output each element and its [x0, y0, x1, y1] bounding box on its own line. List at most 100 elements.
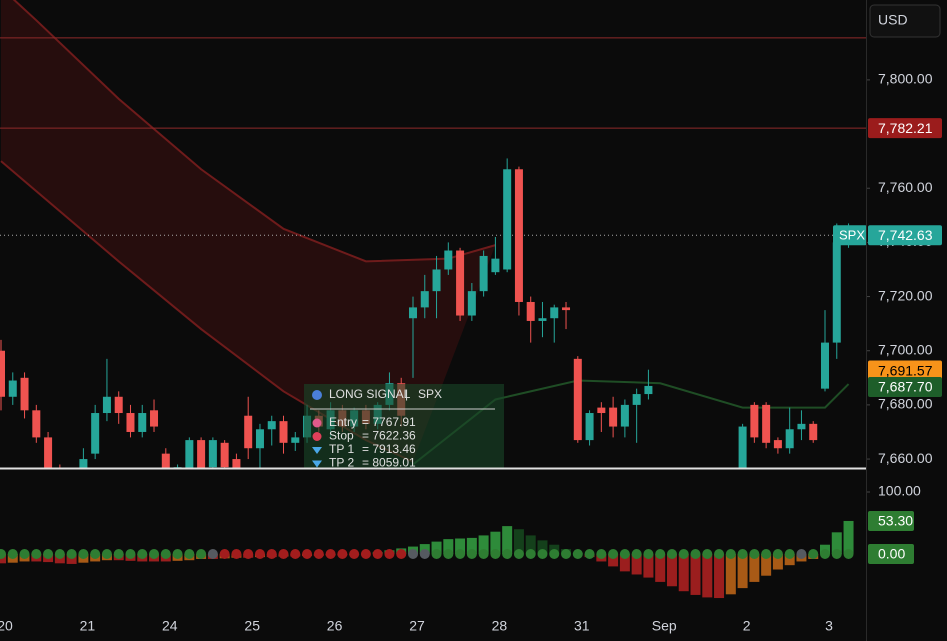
candle-body: [432, 269, 441, 292]
signal-dot: [266, 549, 277, 560]
row-label: TP 2: [329, 456, 354, 470]
histogram-bar: [513, 529, 524, 555]
histogram-bar: [455, 538, 466, 555]
histogram-bar: [443, 539, 454, 555]
candle-body: [150, 410, 159, 427]
signal-dot: [490, 549, 501, 560]
signal-dot: [455, 549, 466, 560]
candle-body: [467, 291, 476, 316]
signal-dot: [372, 549, 383, 560]
histogram-bar: [537, 540, 548, 555]
signal-dot: [43, 549, 54, 560]
ma-cloud: [1, 0, 496, 462]
candle-body: [797, 423, 806, 430]
currency-label[interactable]: USD: [878, 12, 908, 28]
histogram-bar: [761, 554, 772, 576]
signal-dot: [584, 549, 595, 560]
signal-dot: [78, 549, 89, 560]
candle-body: [821, 342, 829, 389]
indicator-label-box: [868, 377, 942, 398]
signal-dot: [19, 549, 30, 560]
signal-dot: [831, 549, 842, 560]
zero-value-label: 0.00: [878, 546, 905, 562]
row-label: Stop: [329, 429, 354, 443]
candle-body: [585, 413, 594, 441]
candle-body: [232, 459, 241, 468]
signal-dot: [678, 549, 689, 560]
signal-dot: [525, 549, 536, 560]
zero-value-box: [868, 544, 914, 565]
signal-dot: [184, 549, 195, 560]
histogram-bar: [478, 535, 489, 555]
candle-body: [609, 407, 618, 427]
histogram-bar: [843, 520, 854, 555]
candle-body: [208, 440, 217, 468]
histogram-bar: [608, 554, 619, 567]
signal-dot: [761, 549, 772, 560]
x-tick-label: 24: [162, 618, 178, 634]
signal-dot: [337, 549, 348, 560]
signal-dot: [502, 549, 513, 560]
row-value: = 8059.01: [362, 456, 416, 470]
signal-bg: [304, 384, 504, 468]
signal-dot: [313, 549, 324, 560]
signal-separator: |: [405, 387, 408, 401]
candle-body: [809, 423, 818, 441]
signal-dot: [408, 549, 418, 560]
signal-dot: [54, 549, 65, 560]
signal-dot: [66, 549, 77, 560]
signal-dot: [0, 549, 6, 560]
candle-body: [420, 291, 429, 308]
histogram-bar: [525, 535, 536, 555]
candle-body: [161, 453, 170, 468]
signal-dot: [466, 549, 477, 560]
x-tick-label: 31: [574, 618, 590, 634]
histogram-bar: [714, 554, 725, 599]
candle-body: [550, 307, 559, 319]
histogram-bar: [643, 554, 654, 578]
signal-dot: [149, 549, 160, 560]
indicator-label: 7,687.70: [878, 379, 933, 395]
x-tick-label: 25: [244, 618, 260, 634]
histogram-bar: [431, 541, 442, 555]
moving-average: [12, 0, 496, 263]
candle-body: [762, 404, 771, 443]
signal-dot: [101, 549, 112, 560]
signal-dot: [172, 549, 183, 560]
candle-body: [632, 394, 641, 405]
signal-dot: [431, 549, 442, 560]
candle-body: [738, 426, 747, 468]
histogram-bar: [0, 554, 6, 564]
signal-dot: [278, 549, 289, 560]
signal-dot: [808, 549, 819, 560]
candle-body: [479, 255, 488, 292]
signal-dot: [360, 549, 371, 560]
row-icon: [312, 460, 322, 468]
signal-dot: [137, 549, 148, 560]
last-value-box: [868, 510, 914, 531]
signal-title: LONG SIGNAL: [329, 387, 411, 401]
y-tick-label: 7,680.00: [878, 396, 933, 412]
signal-dot: [619, 549, 630, 560]
x-tick-label: 20: [0, 618, 13, 634]
signal-dot: [419, 549, 430, 560]
signal-dot: [443, 549, 454, 560]
histogram-bar: [831, 532, 842, 555]
signal-dot: [254, 549, 265, 560]
histogram-bar: [466, 537, 477, 555]
currency-button[interactable]: USD: [869, 4, 941, 38]
row-icon: [312, 418, 322, 428]
candle-body: [244, 415, 253, 449]
signal-dot: [655, 549, 666, 560]
signal-dot: [125, 549, 136, 560]
row-label: Entry: [329, 415, 357, 429]
row-label: TP 1: [329, 442, 354, 456]
signal-dot: [196, 549, 207, 560]
signal-dot: [702, 549, 713, 560]
signal-dot: [843, 549, 854, 560]
signal-dot: [666, 549, 677, 560]
signal-dot: [784, 549, 795, 560]
candle-body: [20, 377, 29, 411]
